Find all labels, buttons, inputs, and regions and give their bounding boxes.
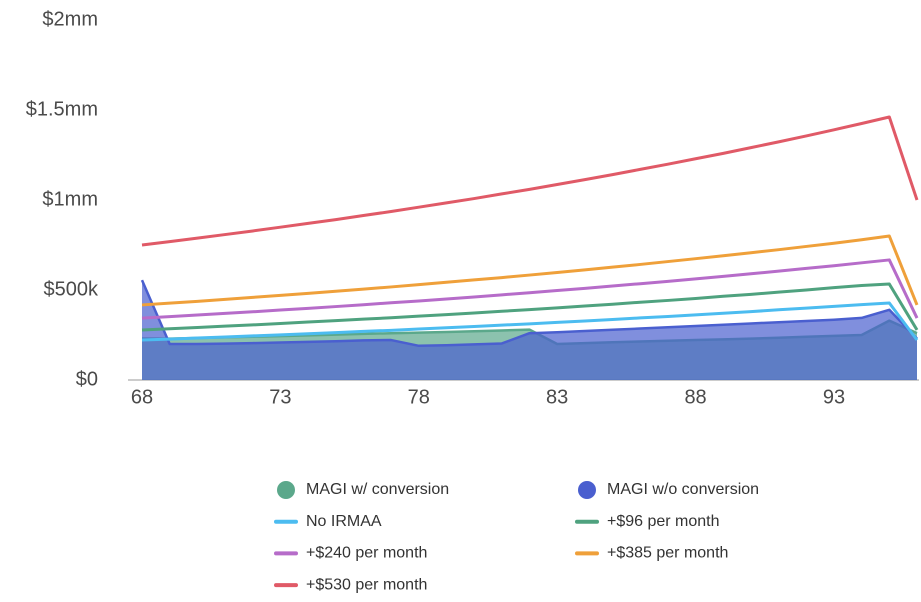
x-tick-label: 78 [408,386,430,408]
legend-swatch [277,481,295,499]
line [141,115,919,247]
area-edge [140,279,918,348]
line [141,258,919,320]
y-tick-label: $2mm [42,8,98,30]
legend-label: +$530 per month [306,576,427,593]
legend-label: +$240 per month [306,545,427,562]
y-tick-label: $500k [44,278,99,300]
line [141,234,919,307]
x-tick-label: 68 [131,386,153,408]
legend-swatch [578,481,596,499]
x-tick-label: 83 [546,386,568,408]
y-tick-label: $1mm [42,188,98,210]
legend-label: MAGI w/ conversion [306,481,449,498]
y-tick-label: $0 [76,368,98,390]
y-tick-label: $1.5mm [26,98,98,120]
area [142,280,917,380]
legend-label: MAGI w/o conversion [607,481,759,498]
line [141,301,919,342]
x-tick-label: 73 [269,386,291,408]
x-tick-label: 88 [684,386,706,408]
line [141,282,919,332]
x-tick-label: 93 [823,386,845,408]
legend-label: No IRMAA [306,513,382,530]
legend-label: +$385 per month [607,545,728,562]
legend-label: +$96 per month [607,513,720,530]
